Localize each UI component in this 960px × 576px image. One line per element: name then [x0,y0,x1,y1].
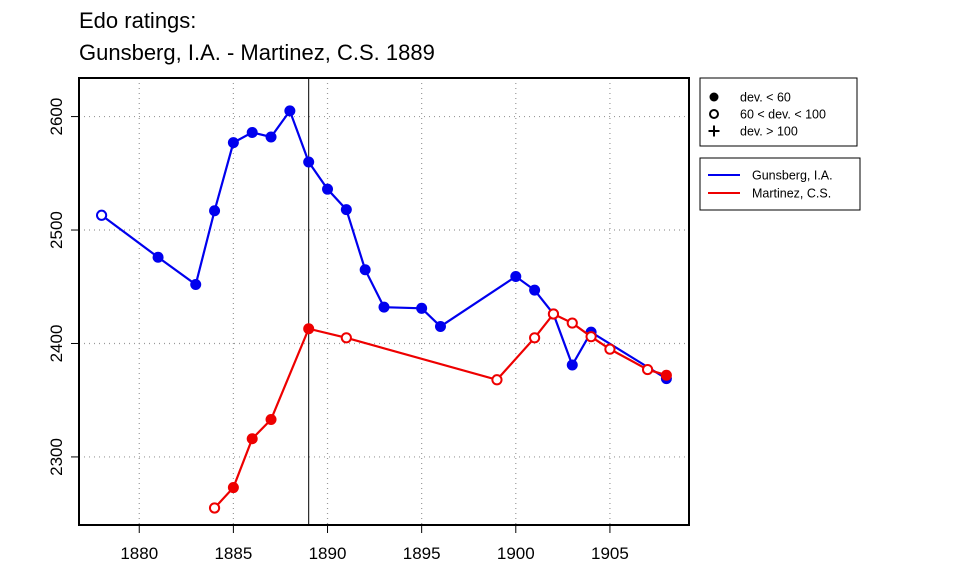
data-point [208,502,221,514]
series-legend-label: Gunsberg, I.A. [752,169,833,183]
y-tick-label: 2300 [47,438,66,476]
series-line-2 [213,312,667,509]
open-circle-icon [709,109,719,119]
data-point [340,204,352,216]
y-tick-label: 2500 [47,211,66,249]
series-line-1 [100,108,667,380]
axes: 1880 1885 1890 1895 1900 1905 2300 2400 2500 2600 [47,78,629,563]
legend: dev. < 60 60 < dev. < 100 dev. > 100 Gunsbe… [699,77,861,211]
x-tick-label: 1895 [403,544,441,563]
y-tick-label: 2400 [47,325,66,363]
data-point [491,374,503,386]
data-point [660,369,672,381]
data-point [246,433,258,445]
data-point [566,317,578,329]
data-point [95,209,108,221]
filled-circle-icon [709,92,719,102]
data-point [416,302,428,314]
data-point [227,482,239,494]
grid [79,78,689,525]
data-point [585,331,597,343]
x-tick-label: 1900 [497,544,535,563]
series [95,105,672,514]
data-point [547,308,560,320]
data-point [434,320,446,332]
series-legend-label: Martinez, C.S. [752,187,831,201]
plot-frame [78,77,690,526]
x-tick-label: 1890 [309,544,347,563]
data-point [265,413,277,425]
chart-title-line-1: Edo ratings: [79,8,196,33]
data-point [227,137,239,149]
x-tick-label: 1885 [214,544,252,563]
data-point [303,156,315,168]
marker-legend-label: 60 < dev. < 100 [740,108,826,122]
x-tick-label: 1905 [591,544,629,563]
data-point [566,359,578,371]
data-point [152,251,164,263]
data-point [378,301,390,313]
data-point [265,131,277,143]
data-point [340,332,352,344]
data-point [209,205,221,217]
y-tick-label: 2600 [47,98,66,136]
data-point [303,323,315,335]
data-point [322,183,334,195]
chart-title-line-2: Gunsberg, I.A. - Martinez, C.S. 1889 [79,40,435,65]
data-point [190,278,202,290]
data-point [246,126,258,138]
data-point [604,343,616,355]
data-point [359,264,371,276]
marker-legend-box [699,77,858,147]
x-tick-label: 1880 [120,544,158,563]
marker-legend-label: dev. < 60 [740,91,791,105]
series-legend-box [699,157,861,211]
data-point [284,105,296,117]
data-point [641,363,654,376]
data-point [529,284,541,296]
marker-legend-label: dev. > 100 [740,125,798,139]
data-point [510,271,522,283]
data-point [529,332,541,344]
